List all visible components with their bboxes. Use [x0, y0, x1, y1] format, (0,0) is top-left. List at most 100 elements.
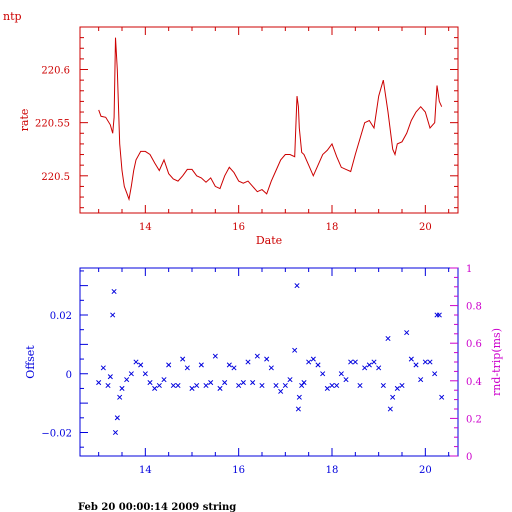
offset-chart: 14 16 18 20 −0.02 0 0.02 0 0.2 0.4 0.6 0.8 1 Offse…: [24, 264, 503, 476]
offset-point: [408, 356, 414, 362]
offset-point: [295, 406, 301, 412]
offset-point: [348, 359, 354, 365]
offset-x-tick-label: 16: [232, 465, 245, 476]
offset-point: [324, 385, 330, 391]
offset-point: [273, 382, 279, 389]
offset-point: [156, 382, 162, 389]
offset-point: [133, 359, 139, 365]
offset-point: [282, 382, 288, 389]
offset-point: [124, 377, 130, 383]
offset-point: [170, 382, 176, 389]
offset-x-tick-label: 20: [419, 465, 432, 476]
rate-x-tick-label: 14: [139, 222, 152, 233]
rate-y-axis-label: rate: [18, 109, 31, 132]
offset-point: [436, 312, 442, 318]
offset-point: [217, 385, 223, 391]
offset-point: [329, 382, 335, 389]
offset-point: [208, 380, 214, 386]
offset-point: [184, 365, 190, 371]
offset-point: [343, 377, 349, 383]
offset-point: [100, 365, 106, 371]
rtt-y-tick-label: 0.4: [466, 377, 482, 388]
offset-point: [105, 382, 111, 389]
offset-point: [422, 359, 428, 365]
offset-point: [96, 380, 102, 386]
offset-point: [278, 388, 284, 394]
offset-point: [236, 382, 242, 389]
offset-point: [352, 359, 358, 365]
offset-point: [301, 380, 307, 386]
offset-point: [404, 330, 410, 336]
offset-point: [294, 283, 300, 289]
offset-point: [161, 377, 167, 383]
offset-point: [226, 362, 232, 368]
offset-point: [198, 362, 204, 368]
offset-point: [222, 380, 228, 386]
offset-series-points: [96, 283, 445, 436]
offset-point: [362, 365, 368, 371]
offset-point: [147, 380, 153, 386]
rtt-y-tick-label: 0.2: [466, 414, 482, 425]
rate-y-tick-label: 220.5: [41, 172, 70, 183]
rate-plot-frame: [79, 26, 459, 214]
offset-point: [231, 365, 237, 371]
offset-point: [114, 415, 120, 421]
offset-point: [387, 406, 393, 412]
offset-point: [357, 382, 363, 389]
rtt-y-tick-label: 0: [466, 452, 472, 463]
offset-point: [390, 394, 396, 400]
offset-point: [111, 288, 117, 295]
rtt-y-tick-label: 0.6: [466, 339, 482, 350]
offset-y-axis-label: Offset: [24, 345, 37, 379]
offset-point: [338, 371, 344, 377]
offset-point: [366, 362, 372, 368]
offset-point: [432, 371, 438, 377]
offset-y-ticks: −0.02 0 0.02: [41, 270, 88, 448]
offset-y-tick-label: 0: [66, 370, 72, 381]
offset-point: [264, 356, 270, 362]
rate-chart: ntp 14 16 18 20 220.5 220.55 220.6 Date rate: [3, 10, 459, 247]
rate-y-tick-label: 220.6: [41, 66, 70, 77]
offset-y-tick-label: −0.02: [41, 429, 72, 440]
offset-point: [306, 359, 312, 365]
offset-point: [315, 362, 321, 368]
offset-point: [334, 382, 340, 389]
offset-point: [250, 380, 256, 386]
offset-point: [310, 356, 316, 362]
rate-x-ticks: 14 16 18 20: [98, 27, 450, 233]
offset-point: [180, 356, 186, 362]
offset-point: [287, 377, 293, 383]
offset-point: [259, 382, 265, 389]
offset-point: [376, 365, 382, 371]
offset-point: [254, 353, 260, 359]
offset-point: [166, 362, 172, 368]
rtt-y-tick-label: 1: [466, 264, 472, 275]
offset-point: [439, 394, 445, 400]
rtt-y-ticks: 0 0.2 0.4 0.6 0.8 1: [450, 264, 482, 463]
offset-point: [240, 380, 246, 386]
offset-point: [203, 382, 209, 389]
offset-point: [268, 365, 274, 371]
offset-x-ticks: 14 16 18 20: [98, 268, 450, 476]
offset-point: [175, 382, 181, 389]
rtt-y-axis-label: rnd-trip(ms): [490, 328, 503, 396]
offset-point: [394, 385, 400, 391]
rate-series-line: [98, 37, 443, 202]
offset-point: [189, 385, 195, 391]
offset-point: [112, 429, 119, 436]
offset-point: [292, 347, 298, 353]
corner-label: ntp: [3, 10, 22, 23]
offset-point: [212, 353, 218, 359]
footer-timestamp: Feb 20 00:00:14 2009 string: [78, 502, 236, 512]
rate-x-tick-label: 20: [419, 222, 432, 233]
rate-x-tick-label: 18: [326, 222, 339, 233]
rate-x-axis-label: Date: [256, 234, 282, 247]
offset-point: [296, 394, 302, 400]
offset-point: [152, 385, 158, 391]
offset-point: [418, 377, 424, 383]
offset-point: [128, 371, 134, 377]
offset-point: [371, 359, 377, 365]
offset-point: [142, 371, 148, 377]
offset-point: [138, 362, 144, 368]
